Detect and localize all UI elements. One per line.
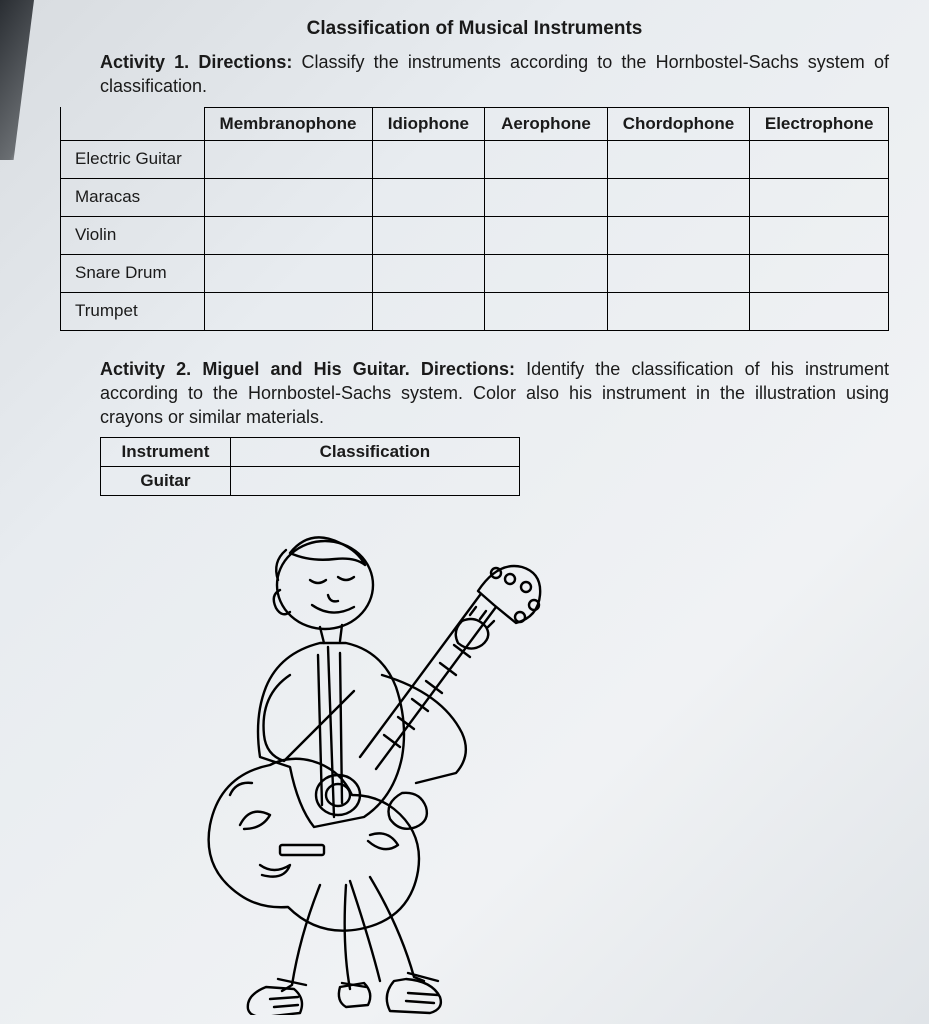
cell[interactable] <box>750 178 889 216</box>
cell[interactable] <box>372 254 485 292</box>
cell[interactable] <box>485 178 607 216</box>
cell[interactable] <box>372 292 485 330</box>
cell[interactable] <box>485 216 607 254</box>
cell[interactable] <box>372 216 485 254</box>
cell[interactable] <box>750 254 889 292</box>
col-instrument-blank <box>61 107 205 140</box>
cell[interactable] <box>204 178 372 216</box>
cell[interactable] <box>607 216 750 254</box>
instrument-name: Maracas <box>61 178 205 216</box>
classification-cell[interactable] <box>230 467 519 496</box>
col-idiophone: Idiophone <box>372 107 485 140</box>
cell[interactable] <box>750 292 889 330</box>
table-row: Violin <box>61 216 889 254</box>
col-classification: Classification <box>230 438 519 467</box>
table-row: Snare Drum <box>61 254 889 292</box>
activity-1-table: Membranophone Idiophone Aerophone Chordo… <box>60 107 889 331</box>
cell[interactable] <box>607 178 750 216</box>
cell[interactable] <box>204 216 372 254</box>
cell[interactable] <box>607 140 750 178</box>
col-aerophone: Aerophone <box>485 107 607 140</box>
cell[interactable] <box>485 140 607 178</box>
instrument-name: Trumpet <box>61 292 205 330</box>
table-header-row: Membranophone Idiophone Aerophone Chordo… <box>61 107 889 140</box>
table-row: Trumpet <box>61 292 889 330</box>
instrument-guitar: Guitar <box>101 467 231 496</box>
activity-2-table: Instrument Classification Guitar <box>100 437 520 496</box>
table-row: Guitar <box>101 467 520 496</box>
cell[interactable] <box>750 216 889 254</box>
instrument-name: Violin <box>61 216 205 254</box>
activity-2: Activity 2. Miguel and His Guitar. Direc… <box>60 357 889 497</box>
table-row: Maracas <box>61 178 889 216</box>
page-title: Classification of Musical Instruments <box>60 18 889 40</box>
photo-edge-shadow <box>0 0 34 160</box>
cell[interactable] <box>607 292 750 330</box>
cell[interactable] <box>485 292 607 330</box>
miguel-guitar-illustration <box>170 525 590 1015</box>
cell[interactable] <box>204 254 372 292</box>
activity-1-label: Activity 1. Directions: <box>100 52 292 72</box>
col-instrument: Instrument <box>101 438 231 467</box>
activity-1-directions: Activity 1. Directions: Classify the ins… <box>100 50 889 99</box>
cell[interactable] <box>372 140 485 178</box>
cell[interactable] <box>372 178 485 216</box>
activity-1: Activity 1. Directions: Classify the ins… <box>60 50 889 331</box>
cell[interactable] <box>607 254 750 292</box>
table-row: Electric Guitar <box>61 140 889 178</box>
activity-2-directions: Activity 2. Miguel and His Guitar. Direc… <box>100 357 889 430</box>
col-membranophone: Membranophone <box>204 107 372 140</box>
instrument-name: Electric Guitar <box>61 140 205 178</box>
instrument-name: Snare Drum <box>61 254 205 292</box>
table-header-row: Instrument Classification <box>101 438 520 467</box>
cell[interactable] <box>485 254 607 292</box>
col-electrophone: Electrophone <box>750 107 889 140</box>
cell[interactable] <box>204 292 372 330</box>
cell[interactable] <box>204 140 372 178</box>
col-chordophone: Chordophone <box>607 107 750 140</box>
cell[interactable] <box>750 140 889 178</box>
activity-2-label: Activity 2. Miguel and His Guitar. Direc… <box>100 359 515 379</box>
